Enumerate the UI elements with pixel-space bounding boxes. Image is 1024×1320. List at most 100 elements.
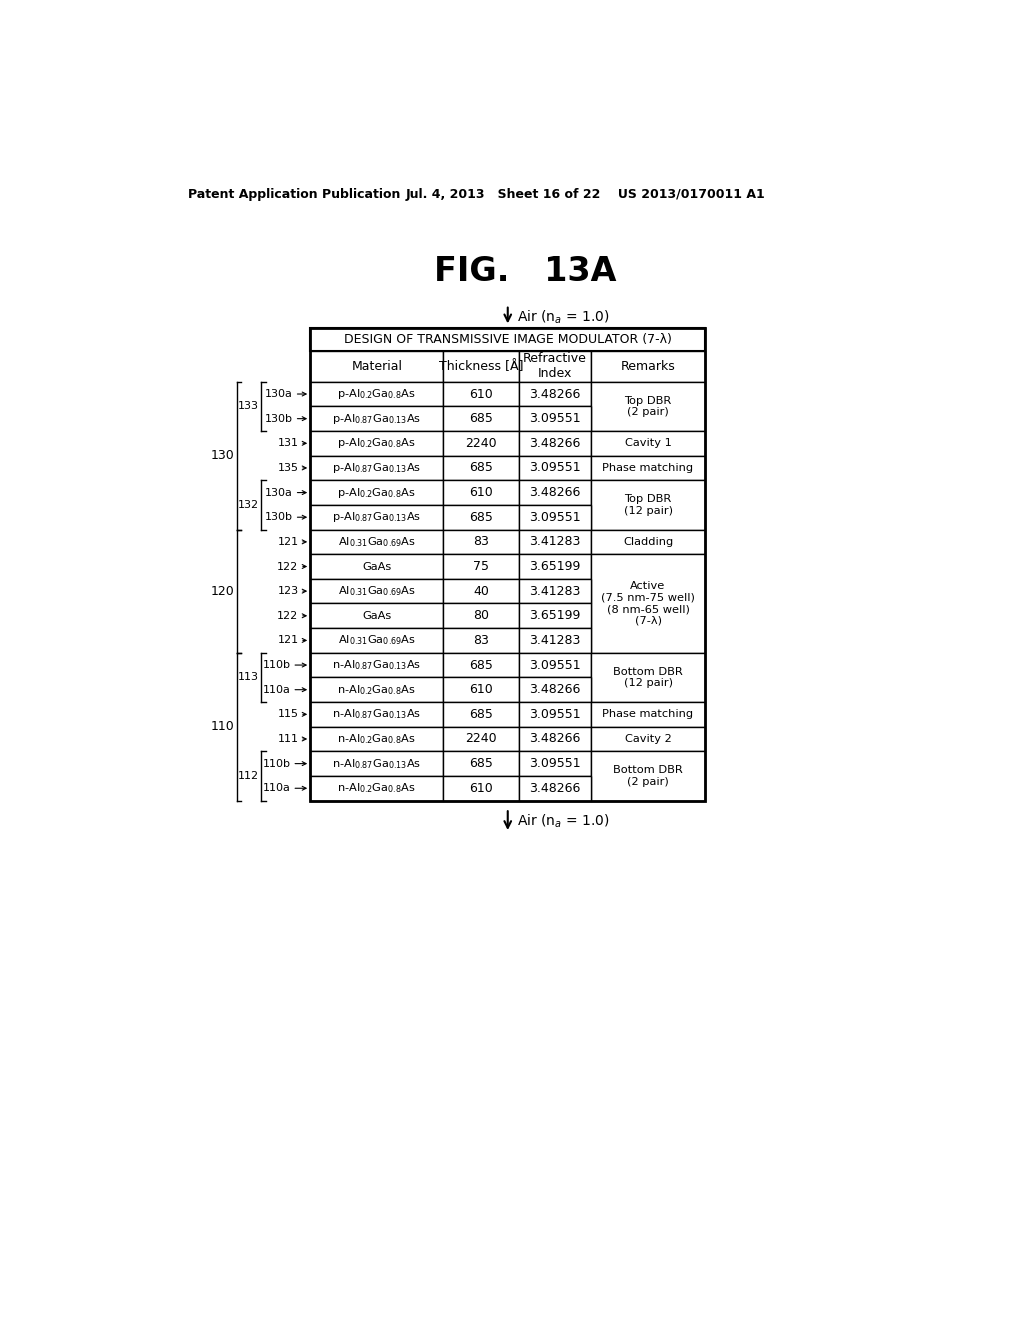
Text: DESIGN OF TRANSMISSIVE IMAGE MODULATOR (7-λ): DESIGN OF TRANSMISSIVE IMAGE MODULATOR (… [344, 333, 672, 346]
Bar [443, 351, 519, 381]
Bar [310, 480, 443, 506]
Bar [443, 407, 519, 430]
Bar [443, 455, 519, 480]
Bar [310, 529, 443, 554]
Text: 80: 80 [473, 610, 489, 622]
Text: 610: 610 [470, 781, 494, 795]
Bar [519, 480, 591, 506]
Text: 3.41283: 3.41283 [529, 536, 581, 548]
Bar [519, 603, 591, 628]
Bar [310, 381, 443, 407]
Bar [519, 455, 591, 480]
Bar [310, 776, 443, 800]
Text: p-Al$_{0.87}$Ga$_{0.13}$As: p-Al$_{0.87}$Ga$_{0.13}$As [332, 412, 422, 425]
Text: 3.09551: 3.09551 [529, 758, 581, 770]
Bar [591, 726, 706, 751]
Bar [443, 702, 519, 726]
Bar [310, 506, 443, 529]
Bar [310, 432, 443, 455]
Bar [310, 351, 443, 381]
Text: 3.48266: 3.48266 [529, 781, 581, 795]
Bar [310, 653, 443, 677]
Text: 685: 685 [469, 659, 494, 672]
Text: Al$_{0.31}$Ga$_{0.69}$As: Al$_{0.31}$Ga$_{0.69}$As [338, 585, 416, 598]
Bar [591, 554, 706, 653]
Text: FIG.   13A: FIG. 13A [433, 255, 616, 288]
Text: 122: 122 [278, 561, 299, 572]
Bar [591, 653, 706, 702]
Bar [519, 628, 591, 653]
Bar [310, 702, 443, 726]
Text: 3.09551: 3.09551 [529, 659, 581, 672]
Bar [591, 480, 706, 529]
Text: 610: 610 [470, 684, 494, 696]
Bar [519, 407, 591, 430]
Bar [443, 726, 519, 751]
Bar [443, 480, 519, 506]
Bar [519, 554, 591, 579]
Text: 3.48266: 3.48266 [529, 733, 581, 746]
Text: 121: 121 [278, 537, 299, 546]
Text: 122: 122 [278, 611, 299, 620]
Text: Cladding: Cladding [623, 537, 673, 546]
Text: p-Al$_{0.87}$Ga$_{0.13}$As: p-Al$_{0.87}$Ga$_{0.13}$As [332, 511, 422, 524]
Text: 111: 111 [278, 734, 299, 744]
Text: 135: 135 [278, 463, 299, 473]
Bar [519, 653, 591, 677]
Bar [519, 726, 591, 751]
Bar [310, 726, 443, 751]
Bar [591, 432, 706, 455]
Text: 3.48266: 3.48266 [529, 388, 581, 400]
Text: Al$_{0.31}$Ga$_{0.69}$As: Al$_{0.31}$Ga$_{0.69}$As [338, 634, 416, 647]
Text: 685: 685 [469, 462, 494, 474]
Text: 610: 610 [470, 486, 494, 499]
Text: 130: 130 [210, 449, 234, 462]
Bar [443, 653, 519, 677]
Text: 131: 131 [278, 438, 299, 449]
Text: 83: 83 [473, 634, 489, 647]
Bar [443, 529, 519, 554]
Text: 3.65199: 3.65199 [529, 560, 581, 573]
Text: 2240: 2240 [466, 733, 498, 746]
Bar [519, 578, 591, 603]
Text: Thickness [Å]: Thickness [Å] [439, 360, 523, 372]
Bar [310, 603, 443, 628]
Text: GaAs: GaAs [362, 611, 391, 620]
Bar [443, 506, 519, 529]
Text: 130a: 130a [265, 487, 293, 498]
Text: 3.09551: 3.09551 [529, 412, 581, 425]
Bar [443, 751, 519, 776]
Text: Phase matching: Phase matching [602, 709, 693, 719]
Text: Jul. 4, 2013   Sheet 16 of 22    US 2013/0170011 A1: Jul. 4, 2013 Sheet 16 of 22 US 2013/0170… [406, 187, 765, 201]
Text: n-Al$_{0.2}$Ga$_{0.8}$As: n-Al$_{0.2}$Ga$_{0.8}$As [338, 733, 416, 746]
Bar [310, 677, 443, 702]
Text: 110b: 110b [263, 759, 291, 768]
Text: 610: 610 [470, 388, 494, 400]
Bar [310, 554, 443, 579]
Text: 110b: 110b [263, 660, 291, 671]
Bar [519, 751, 591, 776]
Bar [443, 578, 519, 603]
Text: p-Al$_{0.2}$Ga$_{0.8}$As: p-Al$_{0.2}$Ga$_{0.8}$As [338, 437, 416, 450]
Text: 3.09551: 3.09551 [529, 511, 581, 524]
Text: Bottom DBR
(12 pair): Bottom DBR (12 pair) [613, 667, 683, 688]
Text: Cavity 2: Cavity 2 [625, 734, 672, 744]
Bar [443, 381, 519, 407]
Bar [443, 554, 519, 579]
Bar [443, 432, 519, 455]
Text: 3.65199: 3.65199 [529, 610, 581, 622]
Bar [519, 351, 591, 381]
Bar [310, 578, 443, 603]
Bar [310, 455, 443, 480]
Text: 123: 123 [278, 586, 299, 597]
Text: Refractive
Index: Refractive Index [523, 352, 587, 380]
Text: Material: Material [351, 360, 402, 372]
Text: p-Al$_{0.2}$Ga$_{0.8}$As: p-Al$_{0.2}$Ga$_{0.8}$As [338, 486, 416, 499]
Text: 115: 115 [278, 709, 299, 719]
Bar [591, 751, 706, 800]
Text: Air (n$_a$ = 1.0): Air (n$_a$ = 1.0) [517, 812, 610, 829]
Text: 130a: 130a [265, 389, 293, 399]
Text: 112: 112 [238, 771, 259, 781]
Text: Bottom DBR
(2 pair): Bottom DBR (2 pair) [613, 766, 683, 787]
Text: Al$_{0.31}$Ga$_{0.69}$As: Al$_{0.31}$Ga$_{0.69}$As [338, 535, 416, 549]
